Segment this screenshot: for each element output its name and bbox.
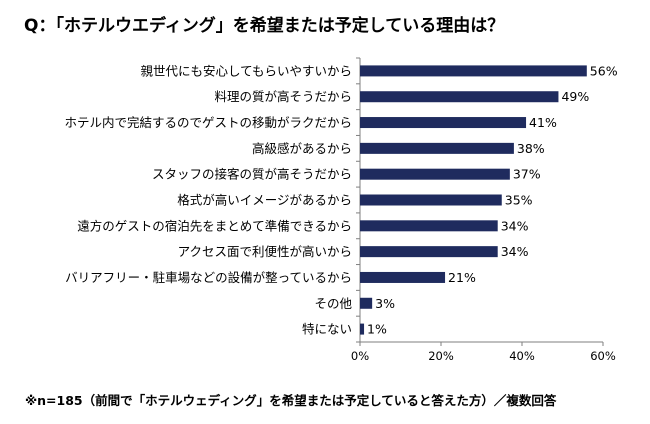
category-label: 格式が高いイメージがあるから	[177, 193, 352, 208]
chart-footnote: ※n=185（前間で「ホテルウェディング」を希望または予定していると答えた方）／…	[25, 393, 557, 408]
bar	[360, 323, 365, 335]
category-label: 高級感があるから	[252, 141, 352, 156]
bar	[360, 168, 510, 180]
category-label: 特にない	[302, 322, 352, 337]
category-label: その他	[314, 296, 352, 311]
bar-value-label: 34%	[501, 218, 529, 233]
bar-value-label: 21%	[448, 270, 476, 285]
category-label: バリアフリー・駐車場などの設備が整っているから	[65, 270, 352, 285]
bar	[360, 194, 502, 206]
chart-title: Q：「ホテルウエディング」を希望または予定している理由は？	[24, 16, 505, 36]
category-label: 料理の質が高そうだから	[214, 89, 352, 104]
x-tick-label: 20%	[428, 349, 454, 363]
x-tick-label: 40%	[509, 349, 535, 363]
bar-value-label: 49%	[561, 89, 589, 104]
bar	[360, 142, 514, 154]
bar	[360, 91, 559, 103]
bar	[360, 220, 498, 232]
bar-value-label: 41%	[529, 115, 557, 130]
bar-value-label: 3%	[375, 296, 395, 311]
bar	[360, 65, 587, 77]
bar	[360, 117, 527, 129]
bar-value-label: 38%	[517, 141, 545, 156]
bar-value-label: 56%	[590, 63, 618, 78]
x-tick-label: 0%	[351, 349, 369, 363]
bar-value-label: 1%	[367, 322, 387, 337]
bar-value-label: 37%	[513, 167, 541, 182]
bar	[360, 297, 373, 309]
bar-value-label: 34%	[501, 244, 529, 259]
bar-value-label: 35%	[505, 193, 533, 208]
bar	[360, 271, 446, 283]
bar	[360, 246, 498, 258]
category-label: 遠方のゲストの宿泊先をまとめて準備できるから	[77, 218, 352, 233]
category-label: スタッフの接客の質が高そうだから	[152, 167, 352, 182]
category-label: アクセス面で利便性が高いから	[178, 244, 352, 259]
category-label: ホテル内で完結するのでゲストの移動がラクだから	[64, 115, 352, 130]
x-tick-label: 60%	[590, 349, 616, 363]
category-label: 親世代にも安心してもらいやすいから	[140, 63, 352, 78]
